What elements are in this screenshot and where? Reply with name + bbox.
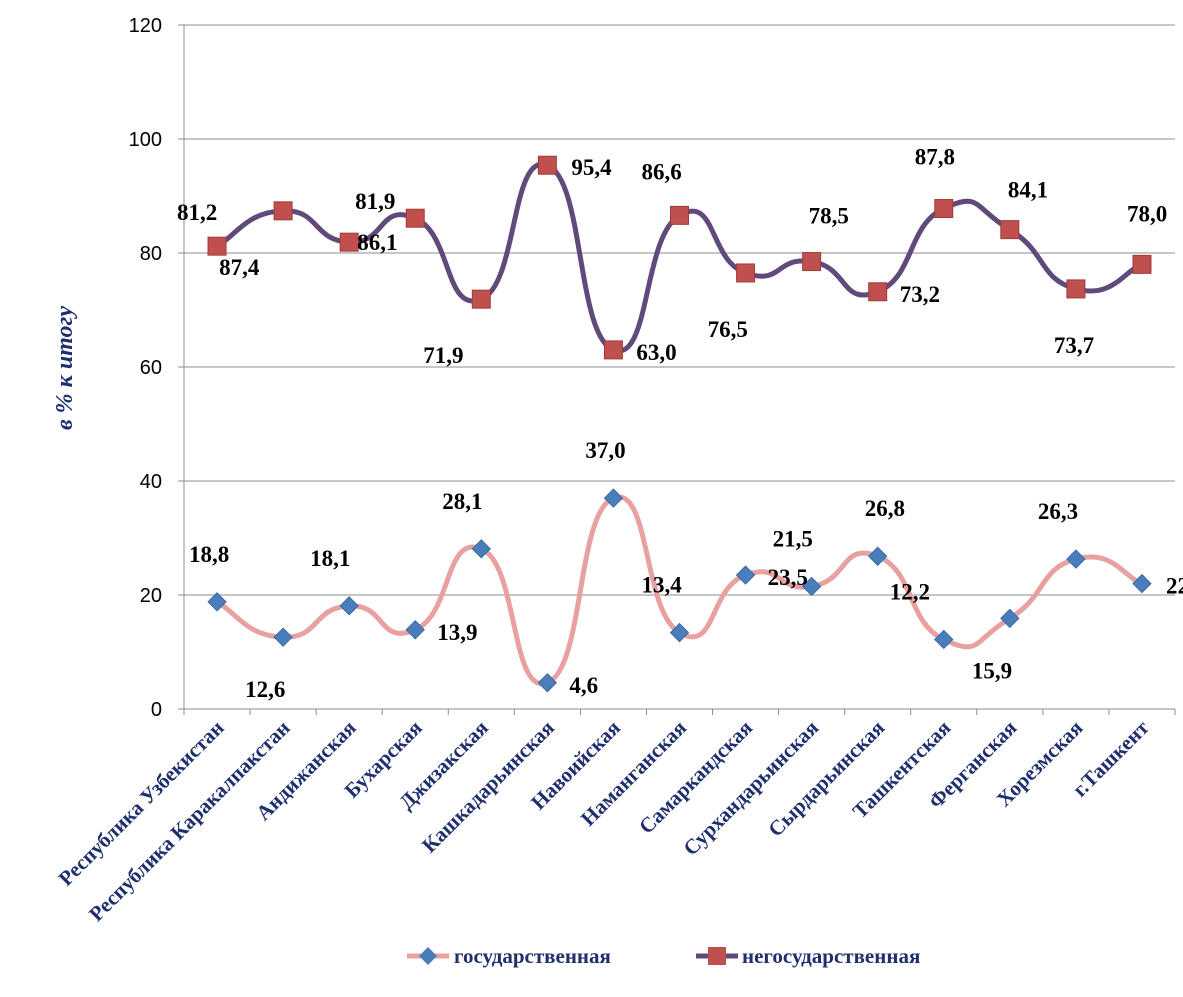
series-line-1 bbox=[214, 161, 1145, 354]
y-tick-label: 100 bbox=[129, 129, 162, 151]
point-state-5 bbox=[537, 673, 558, 693]
data-label-nonstate-6: 63,0 bbox=[636, 340, 676, 365]
point-nonstate-9 bbox=[802, 252, 822, 272]
point-state-12 bbox=[1000, 608, 1020, 629]
point-state-1 bbox=[273, 627, 293, 647]
point-nonstate-5 bbox=[537, 155, 557, 175]
y-tick-label: 60 bbox=[140, 357, 162, 379]
grid-lines bbox=[178, 24, 1175, 710]
data-label-state-11: 12,2 bbox=[890, 579, 930, 604]
point-state-11 bbox=[934, 629, 954, 650]
y-axis-label: в % к итогу bbox=[52, 306, 78, 430]
point-nonstate-6 bbox=[603, 340, 623, 360]
point-state-14 bbox=[1132, 573, 1152, 594]
data-label-nonstate-2: 81,9 bbox=[355, 189, 395, 214]
point-nonstate-8 bbox=[736, 263, 756, 283]
data-label-state-1: 12,6 bbox=[245, 677, 285, 702]
point-nonstate-3 bbox=[405, 208, 425, 228]
point-state-7 bbox=[669, 622, 690, 643]
point-nonstate-4 bbox=[471, 289, 491, 309]
data-label-state-3: 13,9 bbox=[437, 620, 477, 645]
point-state-13 bbox=[1066, 549, 1086, 569]
legend: государственная негосударственная bbox=[407, 944, 920, 968]
data-label-state-10: 26,8 bbox=[865, 496, 905, 521]
data-label-state-14: 22,0 bbox=[1166, 574, 1183, 599]
point-state-3 bbox=[405, 620, 425, 640]
data-label-nonstate-8: 76,5 bbox=[708, 317, 748, 342]
point-nonstate-14 bbox=[1132, 254, 1152, 274]
data-label-nonstate-10: 73,2 bbox=[900, 282, 940, 307]
point-nonstate-1 bbox=[273, 201, 293, 221]
point-nonstate-10 bbox=[868, 282, 888, 302]
data-label-state-2: 18,1 bbox=[310, 546, 350, 571]
y-tick-label: 120 bbox=[129, 15, 162, 37]
data-label-state-7: 13,4 bbox=[642, 573, 683, 598]
data-label-nonstate-13: 73,7 bbox=[1054, 333, 1094, 358]
data-label-nonstate-14: 78,0 bbox=[1127, 201, 1167, 226]
data-label-state-13: 26,3 bbox=[1038, 499, 1078, 524]
series-line-0 bbox=[214, 494, 1145, 687]
data-label-state-0: 18,8 bbox=[189, 542, 229, 567]
point-state-10 bbox=[867, 546, 888, 566]
point-nonstate-13 bbox=[1066, 279, 1086, 299]
point-nonstate-7 bbox=[670, 205, 689, 225]
data-label-state-9: 21,5 bbox=[773, 526, 813, 551]
legend-label-nonstate: негосударственная bbox=[742, 944, 920, 968]
data-label-nonstate-1: 87,4 bbox=[219, 255, 260, 280]
category-label-10: Сырдарьинская bbox=[763, 716, 889, 842]
y-tick-label: 40 bbox=[140, 471, 162, 493]
series-group bbox=[207, 155, 1152, 693]
point-state-9 bbox=[801, 576, 822, 597]
data-label-state-12: 15,9 bbox=[972, 658, 1012, 683]
data-label-nonstate-11: 87,8 bbox=[915, 145, 955, 170]
point-nonstate-11 bbox=[934, 199, 954, 219]
y-tick-label: 0 bbox=[151, 699, 162, 721]
data-label-nonstate-9: 78,5 bbox=[809, 204, 849, 229]
point-nonstate-12 bbox=[1000, 220, 1020, 240]
data-label-nonstate-12: 84,1 bbox=[1008, 178, 1048, 203]
data-label-nonstate-4: 71,9 bbox=[423, 343, 463, 368]
y-tick-label: 20 bbox=[140, 585, 162, 607]
axes bbox=[183, 25, 1176, 715]
y-tick-labels: 0 20 40 60 80 100 120 bbox=[129, 15, 162, 721]
point-nonstate-0 bbox=[207, 236, 227, 256]
point-state-4 bbox=[471, 539, 492, 559]
data-label-state-4: 28,1 bbox=[442, 489, 482, 514]
data-label-state-5: 4,6 bbox=[569, 673, 598, 698]
data-label-state-6: 37,0 bbox=[585, 438, 625, 463]
point-state-0 bbox=[207, 592, 227, 612]
point-state-6 bbox=[603, 488, 624, 508]
legend-marker-nonstate bbox=[708, 947, 726, 965]
point-state-2 bbox=[339, 596, 359, 616]
data-label-state-8: 23,5 bbox=[768, 565, 808, 590]
data-labels: 18,8 12,6 18,1 13,9 28,1 4,6 37,0 13,4 23,5 21,5 2… bbox=[177, 145, 1183, 703]
data-label-nonstate-3: 86,1 bbox=[357, 230, 397, 255]
y-tick-label: 80 bbox=[140, 243, 162, 265]
legend-label-state: государственная bbox=[454, 944, 611, 968]
data-label-nonstate-5: 95,4 bbox=[571, 155, 612, 180]
legend-marker-state bbox=[419, 947, 437, 965]
point-state-8 bbox=[735, 565, 756, 585]
data-label-nonstate-7: 86,6 bbox=[642, 159, 682, 184]
category-label-8: Самаркандская bbox=[634, 716, 757, 839]
data-label-nonstate-0: 81,2 bbox=[177, 200, 217, 225]
point-nonstate-2 bbox=[339, 232, 359, 252]
